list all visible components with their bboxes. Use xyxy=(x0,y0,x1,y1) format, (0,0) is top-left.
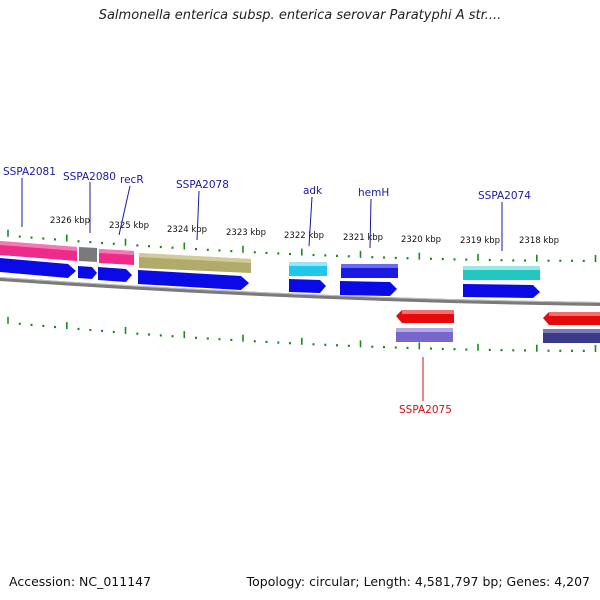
gene-label[interactable]: SSPA2080 xyxy=(63,171,116,183)
gene-label[interactable]: SSPA2075 xyxy=(399,404,452,416)
accession-text: Accession: NC_011147 xyxy=(9,574,152,589)
feature-row-cog-reverse xyxy=(396,328,600,343)
leader-line xyxy=(369,198,372,249)
feature-row-cog-forward xyxy=(0,241,540,280)
scale-ticks-reverse xyxy=(7,316,597,352)
map-title: Salmonella enterica subsp. enterica sero… xyxy=(98,8,502,23)
gene-label[interactable]: recR xyxy=(120,174,144,186)
scale-label: 2322 kbp xyxy=(284,231,324,241)
gene-arrow-fwd[interactable] xyxy=(289,279,326,293)
scale-label: 2319 kbp xyxy=(460,236,500,246)
gene-arrow-fwd[interactable] xyxy=(340,281,397,296)
gene-arrow-fwd[interactable] xyxy=(138,270,249,290)
reverse-strand-genes xyxy=(396,310,600,325)
gene-arrow-fwd[interactable] xyxy=(463,284,540,298)
leader-line xyxy=(118,185,131,236)
forward-strand-genes xyxy=(0,258,540,298)
gene-label[interactable]: adk xyxy=(303,185,323,197)
gene-label[interactable]: SSPA2078 xyxy=(176,179,229,191)
scale-label: 2323 kbp xyxy=(226,228,266,238)
gene-label[interactable]: SSPA2074 xyxy=(478,190,531,202)
scale-label: 2320 kbp xyxy=(401,235,441,245)
feature-gray[interactable] xyxy=(79,247,97,262)
scale-label: 2324 kbp xyxy=(167,225,207,235)
leader-line xyxy=(196,190,200,241)
scale-label: 2318 kbp xyxy=(519,236,559,246)
gene-arrow-fwd[interactable] xyxy=(98,267,132,282)
genome-summary-text: Topology: circular; Length: 4,581,797 bp… xyxy=(246,574,590,589)
scale-label: 2321 kbp xyxy=(343,233,383,243)
gene-label[interactable]: SSPA2081 xyxy=(3,166,56,178)
leader-line xyxy=(308,196,313,247)
gene-arrow-fwd[interactable] xyxy=(0,258,76,278)
gene-arrow-fwd[interactable] xyxy=(78,266,97,279)
scale-label: 2326 kbp xyxy=(50,216,90,226)
scale-label: 2325 kbp xyxy=(109,221,149,231)
genome-backbone-highlight xyxy=(0,277,600,303)
gene-label[interactable]: hemH xyxy=(358,187,389,199)
scale-ticks-forward xyxy=(7,229,597,262)
genome-backbone xyxy=(0,277,600,306)
